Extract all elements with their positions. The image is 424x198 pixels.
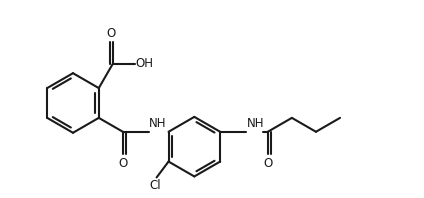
- Text: O: O: [263, 157, 273, 170]
- Text: OH: OH: [136, 57, 153, 70]
- Text: NH: NH: [247, 117, 265, 130]
- Text: O: O: [118, 157, 128, 170]
- Text: NH: NH: [149, 117, 166, 130]
- Text: Cl: Cl: [150, 179, 162, 192]
- Text: O: O: [106, 27, 115, 40]
